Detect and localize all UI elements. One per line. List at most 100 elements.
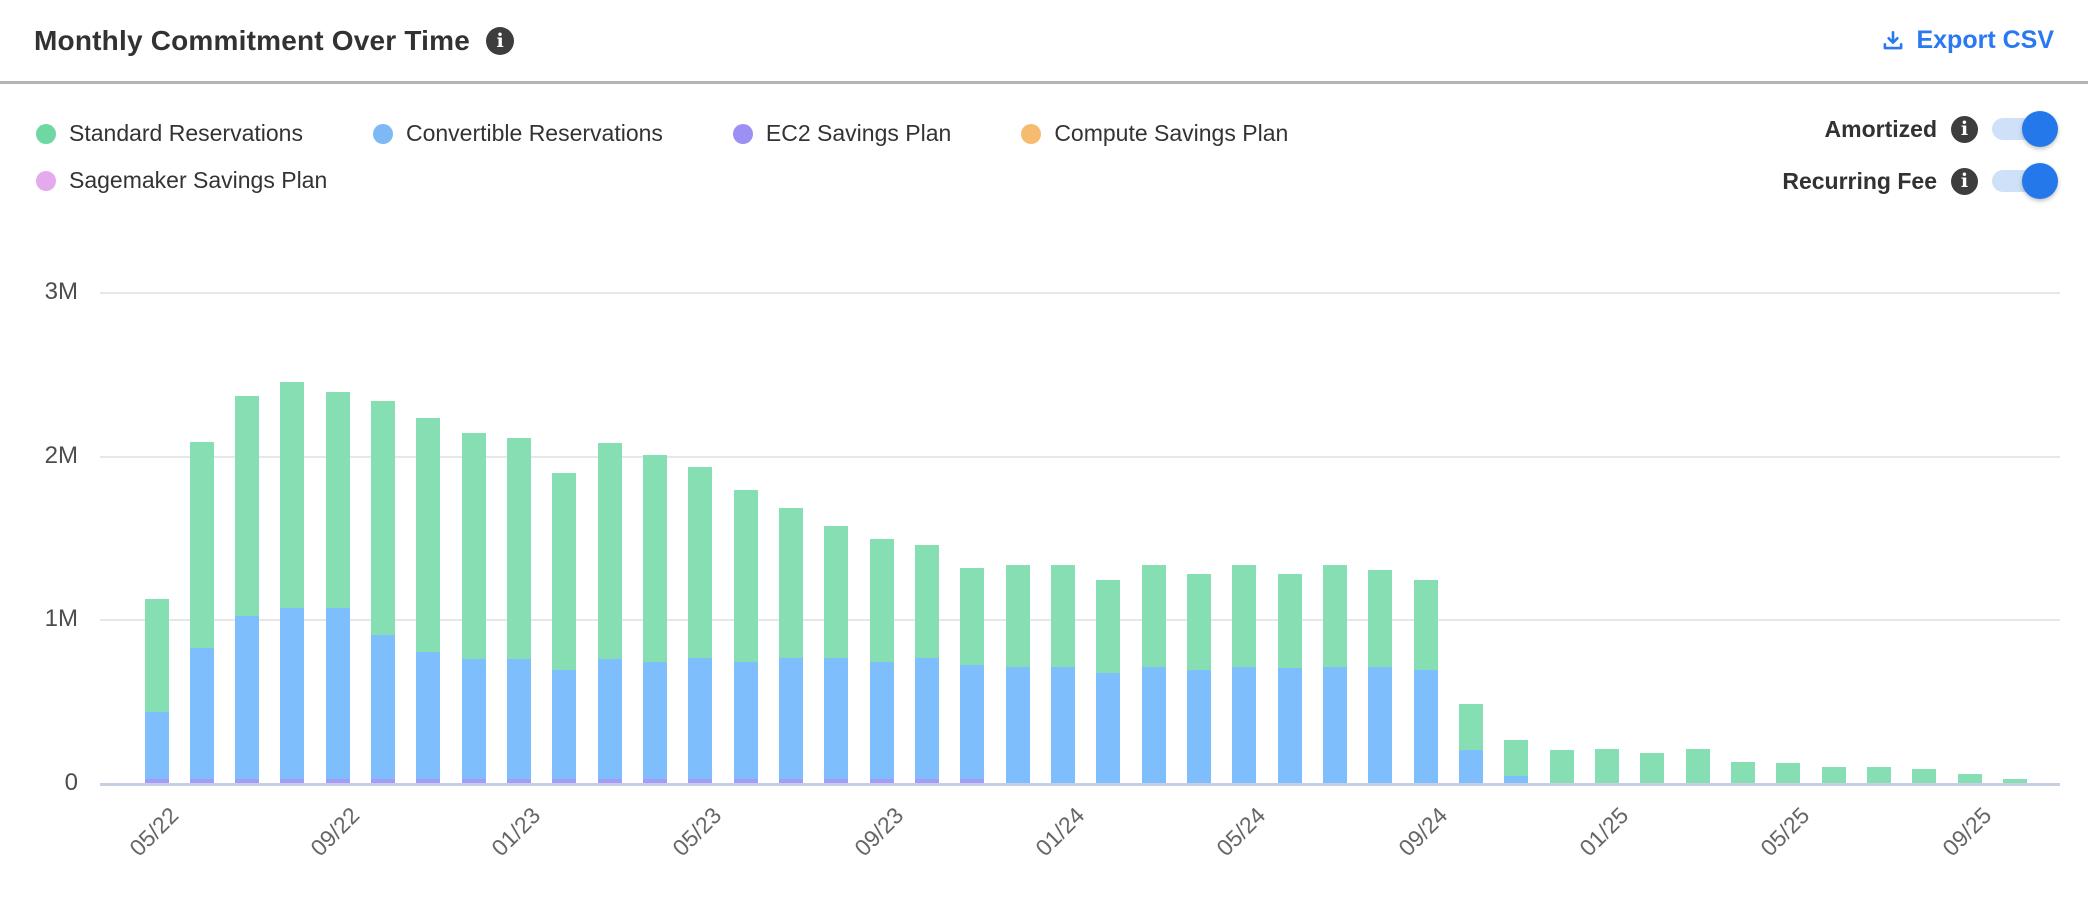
export-csv-button[interactable]: Export CSV	[1880, 26, 2054, 55]
bar-segment-standard-reservations	[643, 455, 668, 662]
bar-segment-convertible-reservations	[643, 661, 668, 780]
bar-segment-convertible-reservations	[416, 651, 441, 780]
bar-03/24[interactable]	[1141, 565, 1166, 783]
bar-segment-standard-reservations	[1368, 570, 1393, 667]
bar-segment-ec2-savings-plan	[416, 779, 441, 783]
bar-11/23[interactable]	[960, 568, 985, 783]
bar-segment-convertible-reservations	[1141, 666, 1166, 783]
bar-10/25[interactable]	[2003, 778, 2028, 783]
legend-row-2: Sagemaker Savings Plan	[36, 167, 1496, 194]
bar-06/23[interactable]	[733, 489, 758, 783]
amortized-info-icon[interactable]: i	[1951, 115, 1978, 143]
bar-06/25[interactable]	[1821, 766, 1846, 783]
bar-segment-ec2-savings-plan	[507, 779, 532, 783]
bar-segment-standard-reservations	[1005, 565, 1030, 667]
x-axis-label-05-23: 05/23	[667, 802, 727, 862]
bar-11/22[interactable]	[416, 417, 441, 783]
bar-segment-standard-reservations	[144, 599, 169, 713]
bar-07/24[interactable]	[1323, 565, 1348, 783]
bar-06/24[interactable]	[1277, 573, 1302, 783]
bar-12/22[interactable]	[461, 433, 486, 783]
bar-09/22[interactable]	[325, 391, 350, 783]
bar-04/25[interactable]	[1731, 761, 1756, 783]
bar-09/23[interactable]	[869, 538, 894, 783]
legend-row-1: Standard Reservations Convertible Reserva…	[36, 120, 1496, 147]
bar-05/25[interactable]	[1776, 763, 1801, 783]
bar-07/23[interactable]	[779, 507, 804, 783]
download-icon	[1880, 28, 1906, 54]
bar-segment-ec2-savings-plan	[371, 779, 396, 783]
bar-12/24[interactable]	[1549, 750, 1574, 783]
bar-10/22[interactable]	[371, 401, 396, 783]
bar-08/23[interactable]	[824, 525, 849, 783]
bar-05/24[interactable]	[1232, 565, 1257, 783]
bar-10/23[interactable]	[915, 545, 940, 783]
x-axis-label-01-23: 01/23	[486, 802, 546, 862]
bar-segment-standard-reservations	[1640, 752, 1665, 783]
bar-10/24[interactable]	[1459, 704, 1484, 783]
toggle-label: Recurring Fee	[1782, 167, 1937, 194]
bar-03/23[interactable]	[597, 443, 622, 783]
bar-segment-convertible-reservations	[1005, 666, 1030, 783]
bar-08/24[interactable]	[1368, 570, 1393, 783]
bar-09/24[interactable]	[1413, 580, 1438, 783]
bar-05/22[interactable]	[144, 599, 169, 783]
amortized-toggle[interactable]	[1992, 111, 2058, 147]
legend-label: Compute Savings Plan	[1054, 120, 1289, 146]
bar-01/25[interactable]	[1595, 748, 1620, 783]
recurring-fee-info-icon[interactable]: i	[1951, 167, 1978, 195]
bar-segment-standard-reservations	[1459, 704, 1484, 751]
bar-segment-standard-reservations	[1776, 763, 1801, 783]
bar-segment-convertible-reservations	[597, 659, 622, 780]
bar-01/23[interactable]	[507, 438, 532, 783]
bar-segment-ec2-savings-plan	[643, 779, 668, 783]
bar-05/23[interactable]	[688, 466, 713, 783]
x-axis-label-05-22: 05/22	[123, 802, 183, 862]
bar-segment-standard-reservations	[1957, 774, 1982, 783]
bar-segment-standard-reservations	[1731, 761, 1756, 783]
bar-07/25[interactable]	[1867, 766, 1892, 783]
bar-segment-ec2-savings-plan	[779, 779, 804, 783]
bar-segment-standard-reservations	[507, 438, 532, 660]
legend-item-ec2-savings-plan: EC2 Savings Plan	[732, 120, 951, 147]
bar-segment-convertible-reservations	[461, 659, 486, 780]
bar-01/24[interactable]	[1051, 565, 1076, 783]
legend-dot	[732, 123, 753, 144]
bar-segment-standard-reservations	[461, 433, 486, 660]
bar-segment-ec2-savings-plan	[235, 779, 260, 783]
bar-02/24[interactable]	[1096, 580, 1121, 783]
bar-segment-standard-reservations	[960, 568, 985, 665]
bar-segment-standard-reservations	[371, 401, 396, 636]
bar-12/23[interactable]	[1005, 565, 1030, 783]
toggle-row-amortized: Amortized i	[1825, 110, 2058, 148]
toggle-label: Amortized	[1824, 115, 1937, 142]
bar-segment-convertible-reservations	[1323, 666, 1348, 783]
bar-segment-convertible-reservations	[733, 661, 758, 780]
bar-02/25[interactable]	[1640, 752, 1665, 783]
bar-segment-convertible-reservations	[779, 658, 804, 780]
bar-segment-ec2-savings-plan	[189, 779, 214, 783]
bar-segment-convertible-reservations	[1413, 670, 1438, 783]
bar-segment-standard-reservations	[1413, 580, 1438, 671]
bar-04/24[interactable]	[1187, 573, 1212, 783]
bar-03/25[interactable]	[1685, 748, 1710, 783]
bar-segment-standard-reservations	[416, 417, 441, 652]
bar-segment-ec2-savings-plan	[688, 779, 713, 783]
x-axis-label-09-25: 09/25	[1936, 802, 1997, 862]
bar-02/23[interactable]	[552, 473, 577, 783]
bar-segment-standard-reservations	[1051, 565, 1076, 667]
title-info-icon[interactable]: i	[486, 26, 515, 55]
bar-07/22[interactable]	[235, 396, 260, 783]
bar-09/25[interactable]	[1957, 774, 1982, 783]
x-axis-label-09-24: 09/24	[1393, 802, 1453, 862]
bar-segment-ec2-savings-plan	[552, 779, 577, 783]
legend-label: Convertible Reservations	[405, 120, 663, 146]
bar-segment-convertible-reservations	[1051, 666, 1076, 783]
bar-08/22[interactable]	[280, 381, 305, 783]
bar-11/24[interactable]	[1504, 740, 1529, 783]
recurring-fee-toggle[interactable]	[1992, 163, 2058, 199]
bar-04/23[interactable]	[643, 455, 668, 783]
bar-06/22[interactable]	[189, 442, 214, 783]
bar-08/25[interactable]	[1912, 769, 1937, 783]
bar-segment-standard-reservations	[1549, 750, 1574, 783]
